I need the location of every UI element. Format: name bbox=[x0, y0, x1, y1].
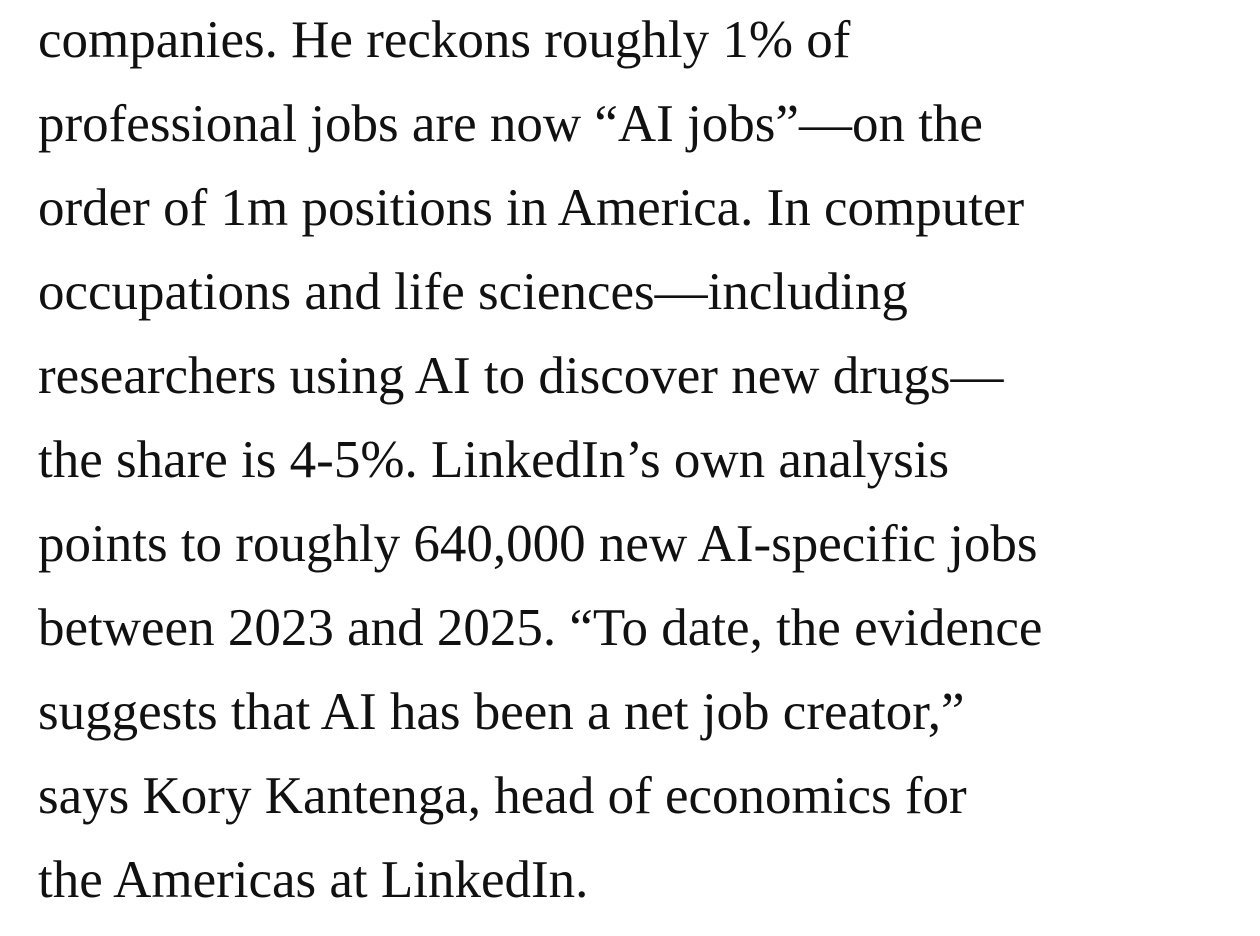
text-line: researchers using AI to discover new dru… bbox=[38, 347, 1004, 405]
text-line: professional jobs are now “AI jobs”—on t… bbox=[38, 95, 983, 153]
text-line: order of 1m positions in America. In com… bbox=[38, 179, 1025, 237]
text-line: between 2023 and 2025. “To date, the evi… bbox=[38, 599, 1043, 657]
text-line: the share is 4-5%. LinkedIn’s own analys… bbox=[38, 431, 950, 489]
article-paragraph: companies. He reckons roughly 1% of profe… bbox=[38, 0, 1248, 922]
text-line: points to roughly 640,000 new AI-specifi… bbox=[38, 515, 1038, 573]
text-line: the Americas at LinkedIn. bbox=[38, 851, 589, 909]
text-line: occupations and life sciences—including bbox=[38, 263, 908, 321]
text-line: companies. He reckons roughly 1% of bbox=[38, 11, 851, 69]
text-line: says Kory Kantenga, head of economics fo… bbox=[38, 767, 967, 825]
text-line: suggests that AI has been a net job crea… bbox=[38, 683, 965, 741]
